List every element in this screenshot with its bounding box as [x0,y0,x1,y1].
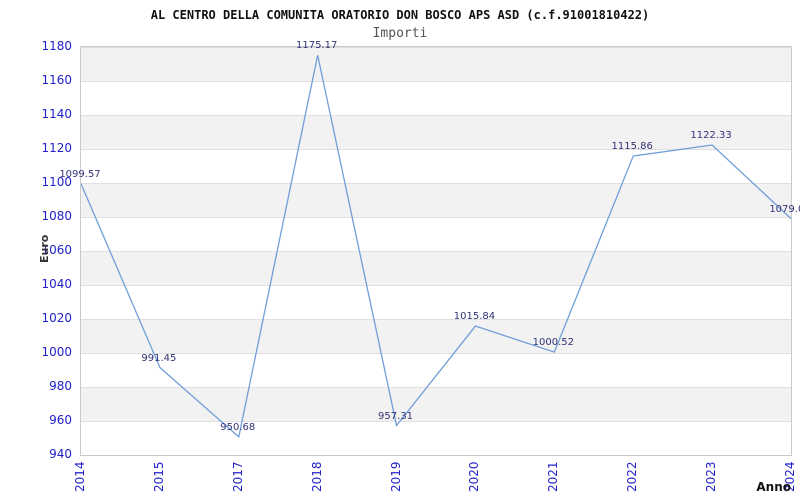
y-axis-tick-label: 1060 [41,243,72,257]
y-axis-tick-label: 1100 [41,175,72,189]
data-point-label: 991.45 [141,352,177,364]
data-point-label: 1175.17 [295,40,338,52]
y-axis-tick-label: 1020 [41,311,72,325]
x-axis-title: Anno [756,480,791,494]
x-axis-tick-label: 2020 [467,461,482,492]
line-series [81,55,791,439]
y-axis-tick-label: 1080 [41,209,72,223]
x-axis-tick-label: 2017 [230,461,245,492]
series-polyline [81,55,791,439]
y-axis-title: Euro [38,234,51,263]
data-point-label: 1079.06 [769,203,800,215]
data-point-label: 1015.84 [453,311,496,323]
y-axis-tick-label: 1160 [41,73,72,87]
data-point-label: 957.31 [378,410,414,422]
y-axis-tick-label: 960 [49,413,72,427]
y-axis-tick-label: 1140 [41,107,72,121]
x-axis-tick-label: 2022 [625,461,640,492]
y-axis-tick-label: 1040 [41,277,72,291]
data-point-label: 1122.33 [690,130,732,142]
data-point-label: 1115.86 [611,141,653,153]
x-axis-tick-label: 2018 [309,461,324,492]
y-axis-tick-label: 1000 [41,345,72,359]
data-point-label: 1000.52 [532,337,575,349]
x-axis-tick-label: 2014 [73,461,87,492]
x-axis-tick-label: 2021 [546,461,561,492]
data-point-label: 950.68 [220,421,256,433]
y-axis-tick-label: 980 [49,379,72,393]
y-axis-tick-label: 940 [49,447,72,461]
x-axis-tick-label: 2023 [704,461,719,492]
x-axis-tick-label: 2019 [388,461,403,492]
y-axis-tick-label: 1120 [41,141,72,155]
y-axis-tick-label: 1180 [41,39,72,53]
x-axis-tick-label: 2015 [151,461,166,492]
chart-title: AL CENTRO DELLA COMUNITA ORATORIO DON BO… [150,8,650,22]
plot-area [80,46,792,456]
data-point-label: 1099.57 [59,168,101,180]
chart-subtitle: Importi [372,26,428,41]
